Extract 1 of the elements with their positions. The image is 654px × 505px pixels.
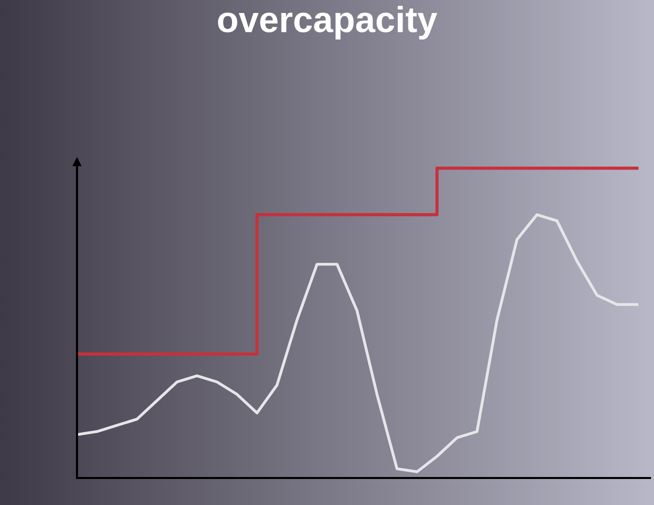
chart-title: overcapacity	[218, 6, 438, 40]
